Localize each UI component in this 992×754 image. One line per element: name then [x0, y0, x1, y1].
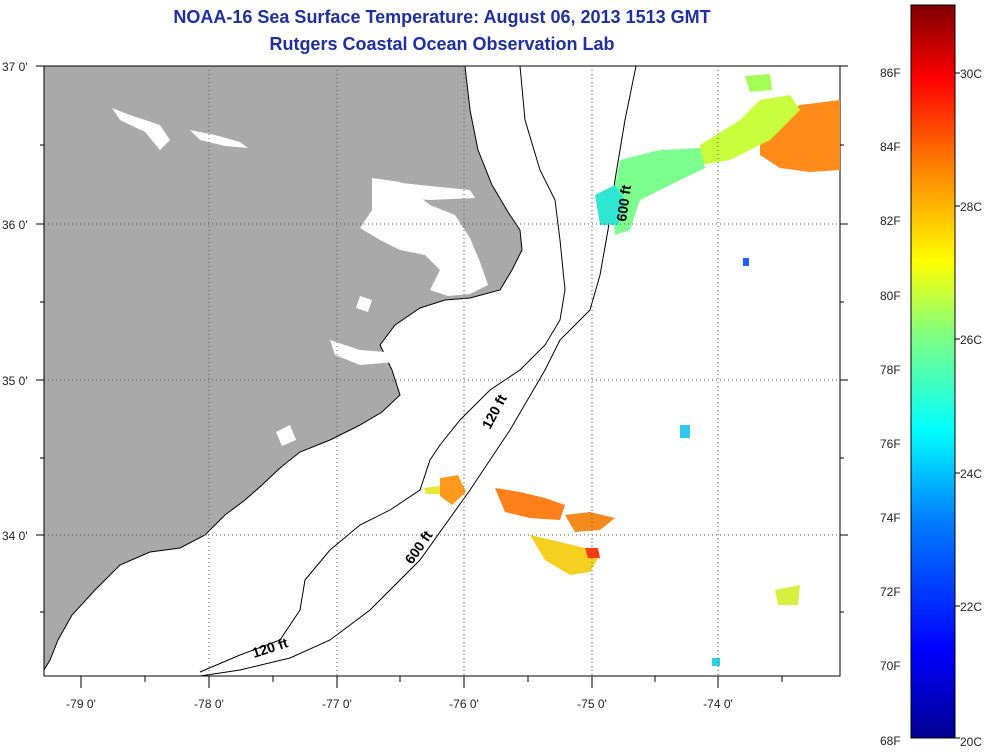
- cbar-f-74: 74F: [880, 511, 901, 525]
- lat-label-36: 36 0': [2, 218, 28, 232]
- cbar-f-70: 70F: [880, 659, 901, 673]
- sst-patch-yellow-nw: [424, 486, 440, 494]
- sst-patch-cyan: [595, 185, 625, 225]
- sst-patch-cyan-south: [712, 658, 720, 666]
- lon-label-75: -75 0': [577, 697, 607, 711]
- contour-120ft: [199, 66, 566, 673]
- contour-label-600ft-north: 600 ft: [613, 184, 634, 223]
- cbar-f-82: 82F: [880, 214, 901, 228]
- cbar-c-28: 28C: [960, 200, 982, 214]
- cbar-f-72: 72F: [880, 585, 901, 599]
- cbar-f-86: 86F: [880, 66, 901, 80]
- sst-patch-cape-hatteras: [612, 148, 705, 235]
- lon-label-77: -77 0': [322, 697, 352, 711]
- cbar-c-26: 26C: [960, 333, 982, 347]
- colorbar: [910, 4, 956, 739]
- sst-patch-orange-3: [565, 512, 615, 532]
- map-title: NOAA-16 Sea Surface Temperature: August …: [173, 7, 711, 27]
- sst-patch-red: [585, 548, 600, 558]
- cbar-f-80: 80F: [880, 289, 901, 303]
- sst-patch-southern-orange: [440, 475, 466, 505]
- lat-lon-grid: [44, 66, 840, 676]
- lon-ticks: [80, 676, 783, 688]
- sst-patch-north: [745, 74, 772, 92]
- sst-patch-orange-2: [495, 488, 565, 520]
- sst-patch-cyan-east: [680, 425, 690, 438]
- map-subtitle: Rutgers Coastal Ocean Observation Lab: [269, 34, 615, 54]
- albemarle-sound: [375, 180, 475, 200]
- lat-label-35: 35 0': [2, 374, 28, 388]
- pamlico-sound: [360, 178, 488, 296]
- lon-label-74: -74 0': [703, 697, 733, 711]
- cbar-c-24: 24C: [960, 467, 982, 481]
- river-inland-4: [356, 296, 372, 312]
- cbar-f-84: 84F: [880, 140, 901, 154]
- cbar-c-30: 30C: [960, 67, 982, 81]
- sst-data-patches: [424, 74, 840, 666]
- lat-label-37: 37 0': [2, 60, 28, 74]
- river-inland-3: [276, 425, 296, 446]
- sst-patch-blue: [743, 258, 749, 266]
- sst-patch-yellow-east: [775, 585, 800, 605]
- cbar-c-ticks: [955, 72, 960, 739]
- cbar-c-22: 22C: [960, 600, 982, 614]
- cbar-c-20: 20C: [960, 735, 982, 749]
- sst-patch-yellow: [530, 535, 600, 575]
- cbar-f-78: 78F: [880, 363, 901, 377]
- lon-label-76: -76 0': [449, 697, 479, 711]
- cbar-f-68: 68F: [880, 734, 901, 748]
- sst-patch-gulfstream-mid: [700, 95, 800, 165]
- lon-label-79: -79 0': [66, 697, 96, 711]
- river-inland-2: [190, 130, 248, 148]
- lon-label-78: -78 0': [194, 697, 224, 711]
- cbar-f-76: 76F: [880, 437, 901, 451]
- river-inland-1: [112, 108, 170, 150]
- lat-label-34: 34 0': [2, 529, 28, 543]
- neuse-river: [330, 340, 395, 365]
- lat-ticks: [36, 65, 848, 613]
